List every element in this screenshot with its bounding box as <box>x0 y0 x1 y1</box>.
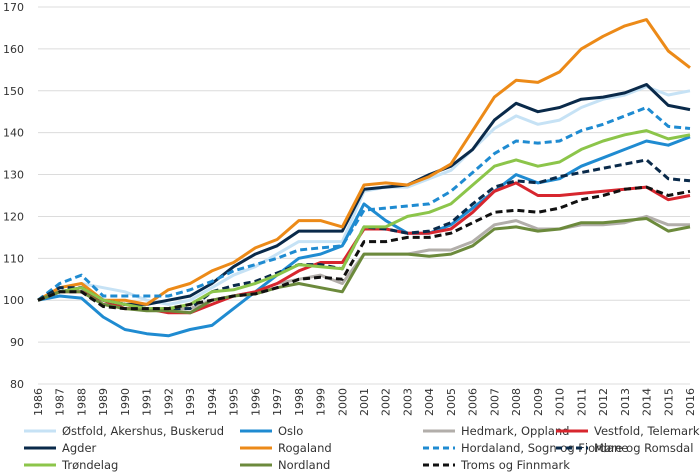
legend-item: Nordland <box>240 456 330 473</box>
x-tick-label: 2005 <box>445 388 458 416</box>
legend-swatch <box>556 429 588 432</box>
x-tick-label: 1997 <box>271 388 284 416</box>
legend-swatch <box>240 463 272 466</box>
y-axis: 80 90 100 110 120 130 140 150 160 170 <box>3 1 24 391</box>
legend-item: Troms og Finnmark <box>423 456 570 473</box>
x-tick-label: 2007 <box>488 388 501 416</box>
x-tick-label: 1998 <box>293 388 306 416</box>
x-tick-label: 2000 <box>336 388 349 416</box>
gridlines <box>38 6 690 385</box>
legend-item: Hedmark, Oppland <box>423 422 569 439</box>
legend-swatch <box>556 446 588 449</box>
series-line <box>37 185 691 311</box>
y-tick-label: 100 <box>3 294 24 307</box>
legend-label: Vestfold, Telemark <box>594 423 700 438</box>
legend-label: Agder <box>62 440 97 455</box>
x-tick-label: 2014 <box>641 388 654 416</box>
x-tick-label: 2011 <box>575 388 588 416</box>
legend-item: Østfold, Akershus, Buskerud <box>24 422 224 439</box>
y-tick-label: 170 <box>3 1 24 14</box>
x-tick-label: 2002 <box>380 388 393 416</box>
x-tick-label: 2004 <box>423 388 436 416</box>
legend-swatch <box>24 463 56 466</box>
x-tick-label: 2003 <box>401 388 414 416</box>
legend-label: Møre og Romsdal <box>594 440 694 455</box>
x-tick-label: 1999 <box>315 388 328 416</box>
x-tick-label: 2012 <box>597 388 610 416</box>
legend-label: Trøndelag <box>62 457 119 472</box>
legend-label: Troms og Finnmark <box>461 457 570 472</box>
y-tick-label: 120 <box>3 210 24 223</box>
y-tick-label: 160 <box>3 43 24 56</box>
legend-swatch <box>423 463 455 466</box>
legend-label: Nordland <box>278 457 331 472</box>
x-tick-label: 2008 <box>510 388 523 416</box>
legend: Østfold, Akershus, Buskerud Oslo Hedmark, … <box>0 420 700 473</box>
legend-label: Oslo <box>278 423 304 438</box>
legend-label: Østfold, Akershus, Buskerud <box>62 423 225 438</box>
x-tick-label: 1987 <box>54 388 67 416</box>
series-line <box>37 129 691 311</box>
legend-swatch <box>423 446 455 449</box>
y-tick-label: 130 <box>3 169 24 182</box>
legend-item: Vestfold, Telemark <box>556 422 700 439</box>
x-axis: 1986 1987 1988 1989 1990 1991 1992 1993 1994 1995… <box>32 388 697 416</box>
legend-label: Hordaland, Sogn og Fjordane <box>461 440 629 455</box>
legend-item: Trøndelag <box>24 456 118 473</box>
y-tick-label: 150 <box>3 85 24 98</box>
x-tick-label: 1995 <box>228 388 241 416</box>
x-tick-label: 1992 <box>162 388 175 416</box>
series-line <box>37 18 691 306</box>
x-tick-label: 2010 <box>554 388 567 416</box>
x-tick-label: 2001 <box>358 388 371 416</box>
x-tick-label: 2013 <box>619 388 632 416</box>
x-tick-label: 1989 <box>97 388 110 416</box>
x-tick-label: 2016 <box>684 388 697 416</box>
x-tick-label: 1990 <box>119 388 132 416</box>
legend-item: Rogaland <box>240 439 332 456</box>
series-line <box>37 85 691 306</box>
y-tick-label: 90 <box>10 336 24 349</box>
y-tick-label: 110 <box>3 252 24 265</box>
series-line <box>37 181 691 315</box>
legend-label: Rogaland <box>278 440 332 455</box>
y-tick-label: 140 <box>3 127 24 140</box>
x-tick-label: 1986 <box>32 388 45 416</box>
x-tick-label: 2009 <box>532 388 545 416</box>
series-line <box>37 217 691 315</box>
legend-swatch <box>240 446 272 449</box>
legend-swatch <box>423 429 455 432</box>
legend-item: Møre og Romsdal <box>556 439 693 456</box>
legend-item: Hordaland, Sogn og Fjordane <box>423 439 628 456</box>
x-tick-label: 1988 <box>75 388 88 416</box>
x-tick-label: 1993 <box>184 388 197 416</box>
legend-label: Hedmark, Oppland <box>461 423 570 438</box>
series-line <box>37 135 691 338</box>
legend-item: Agder <box>24 439 96 456</box>
legend-swatch <box>24 446 56 449</box>
series-line <box>37 158 691 311</box>
x-tick-label: 2006 <box>467 388 480 416</box>
y-tick-label: 80 <box>10 378 24 391</box>
series-line <box>37 106 691 302</box>
x-tick-label: 1996 <box>249 388 262 416</box>
legend-swatch <box>24 429 56 432</box>
x-tick-label: 2015 <box>662 388 675 416</box>
series-lines <box>37 18 691 338</box>
x-tick-label: 1991 <box>141 388 154 416</box>
x-tick-label: 1994 <box>206 388 219 416</box>
legend-swatch <box>240 429 272 432</box>
legend-item: Oslo <box>240 422 303 439</box>
